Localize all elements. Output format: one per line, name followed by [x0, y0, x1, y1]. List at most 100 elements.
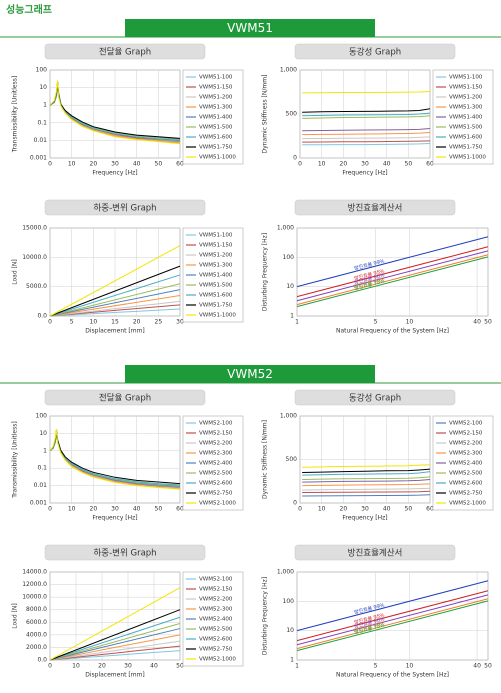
series-line	[49, 308, 181, 317]
legend-label: VWM52-400	[199, 461, 233, 467]
page-title: 성능그래프	[6, 3, 52, 16]
x-tick-label: 50	[405, 161, 413, 168]
legend-label: VWM51-200	[199, 253, 233, 259]
x-tick-label: 1	[295, 663, 299, 670]
x-tick-label: 25	[155, 319, 163, 326]
series-line	[296, 236, 489, 288]
y-axis-label: Transmissibility [Unitless]	[12, 421, 19, 498]
series-line	[49, 634, 181, 661]
x-tick-label: 50	[484, 663, 492, 670]
legend-label: VWM51-300	[199, 105, 233, 111]
legend-label: VWM52-600	[449, 481, 483, 487]
legend-label: VWM51-750	[449, 145, 483, 151]
series-line	[296, 250, 489, 302]
y-tick-label: 1	[290, 657, 294, 664]
legend-label: VWM52-750	[199, 647, 233, 653]
y-axis-label: Disturbing Frequency [Hz]	[262, 233, 269, 311]
panel-title: 방진효율계산서	[348, 548, 403, 559]
legend-label: VWM51-100	[449, 75, 483, 81]
legend-label: VWM51-750	[199, 145, 233, 151]
series-line	[49, 289, 181, 317]
series-line	[302, 136, 431, 140]
legend-label: VWM51-600	[449, 135, 483, 141]
legend-label: VWM51-400	[199, 273, 233, 279]
y-tick-label: 10000.0	[22, 254, 47, 261]
x-tick-label: 0	[48, 663, 52, 670]
y-axis-label: Load [N]	[12, 259, 19, 284]
x-tick-label: 50	[176, 663, 184, 670]
series-line	[302, 490, 431, 494]
series-line	[49, 628, 181, 661]
panel-title-box	[294, 389, 456, 406]
x-tick-label: 10	[68, 161, 76, 168]
x-tick-label: 40	[473, 663, 481, 670]
panel-title: 전달율 Graph	[99, 393, 151, 404]
x-tick-label: 10	[406, 319, 414, 326]
section-title: VWM51	[227, 21, 273, 35]
y-tick-label: 0.001	[30, 155, 47, 162]
y-tick-label: 1	[43, 447, 47, 454]
series-line	[49, 650, 181, 661]
x-tick-label: 30	[361, 161, 369, 168]
y-tick-label: 100	[283, 254, 295, 261]
series-line	[302, 468, 431, 474]
x-tick-label: 1	[295, 319, 299, 326]
x-axis-label: Natural Frequency of the System [Hz]	[336, 328, 449, 335]
y-tick-label: 12000.0	[22, 581, 47, 588]
series-line	[49, 304, 181, 317]
series-line	[296, 246, 489, 298]
series-line	[296, 256, 489, 308]
y-tick-label: 0.01	[34, 137, 48, 144]
legend-label: VWM51-600	[199, 135, 233, 141]
panel-title-box	[294, 43, 456, 60]
legend-label: VWM51-300	[199, 263, 233, 269]
legend-label: VWM52-300	[199, 451, 233, 457]
series-line	[49, 274, 181, 317]
legend-label: VWM52-100	[199, 421, 233, 427]
y-tick-label: 2000.0	[26, 644, 47, 651]
x-tick-label: 10	[72, 663, 80, 670]
series-line	[302, 483, 431, 487]
x-tick-label: 10	[68, 506, 76, 513]
x-tick-label: 20	[340, 506, 348, 513]
series-line	[296, 590, 489, 642]
panel-title-box	[44, 389, 206, 406]
y-tick-label: 1,000	[277, 225, 294, 232]
x-tick-label: 30	[111, 161, 119, 168]
legend-label: VWM52-100	[449, 421, 483, 427]
legend-label: VWM51-150	[199, 85, 233, 91]
y-axis-label: Dynamic Stiffness [N/mm]	[262, 75, 269, 154]
y-tick-label: 500	[286, 111, 298, 118]
y-tick-label: 0.0	[37, 313, 47, 320]
y-tick-label: 500	[286, 456, 298, 463]
x-tick-label: 20	[340, 161, 348, 168]
y-tick-label: 0.001	[30, 500, 47, 507]
legend-label: VWM52-150	[199, 587, 233, 593]
series-line	[302, 476, 431, 481]
x-tick-label: 60	[426, 506, 434, 513]
x-tick-label: 20	[90, 506, 98, 513]
x-tick-label: 30	[361, 506, 369, 513]
panel-title-box	[294, 544, 456, 561]
series-line	[49, 245, 181, 317]
legend-label: VWM51-1000	[449, 155, 486, 161]
legend-label: VWM52-200	[449, 441, 483, 447]
x-tick-label: 5	[70, 319, 74, 326]
series-line	[296, 600, 489, 652]
y-tick-label: 0.0	[37, 657, 47, 664]
y-tick-label: 1,000	[277, 569, 294, 576]
series-line	[49, 428, 181, 490]
x-tick-label: 0	[48, 319, 52, 326]
y-tick-label: 10	[286, 283, 294, 290]
y-tick-label: 100	[283, 598, 295, 605]
y-tick-label: 5000.0	[26, 283, 47, 290]
series-line	[296, 254, 489, 306]
series-line	[49, 300, 181, 317]
y-tick-label: 14000.0	[22, 569, 47, 576]
legend-label: VWM51-500	[199, 125, 233, 131]
x-tick-label: 30	[176, 319, 184, 326]
legend-label: VWM51-500	[449, 125, 483, 131]
legend-label: VWM52-750	[449, 491, 483, 497]
x-axis-label: Frequency [Hz]	[342, 515, 387, 522]
